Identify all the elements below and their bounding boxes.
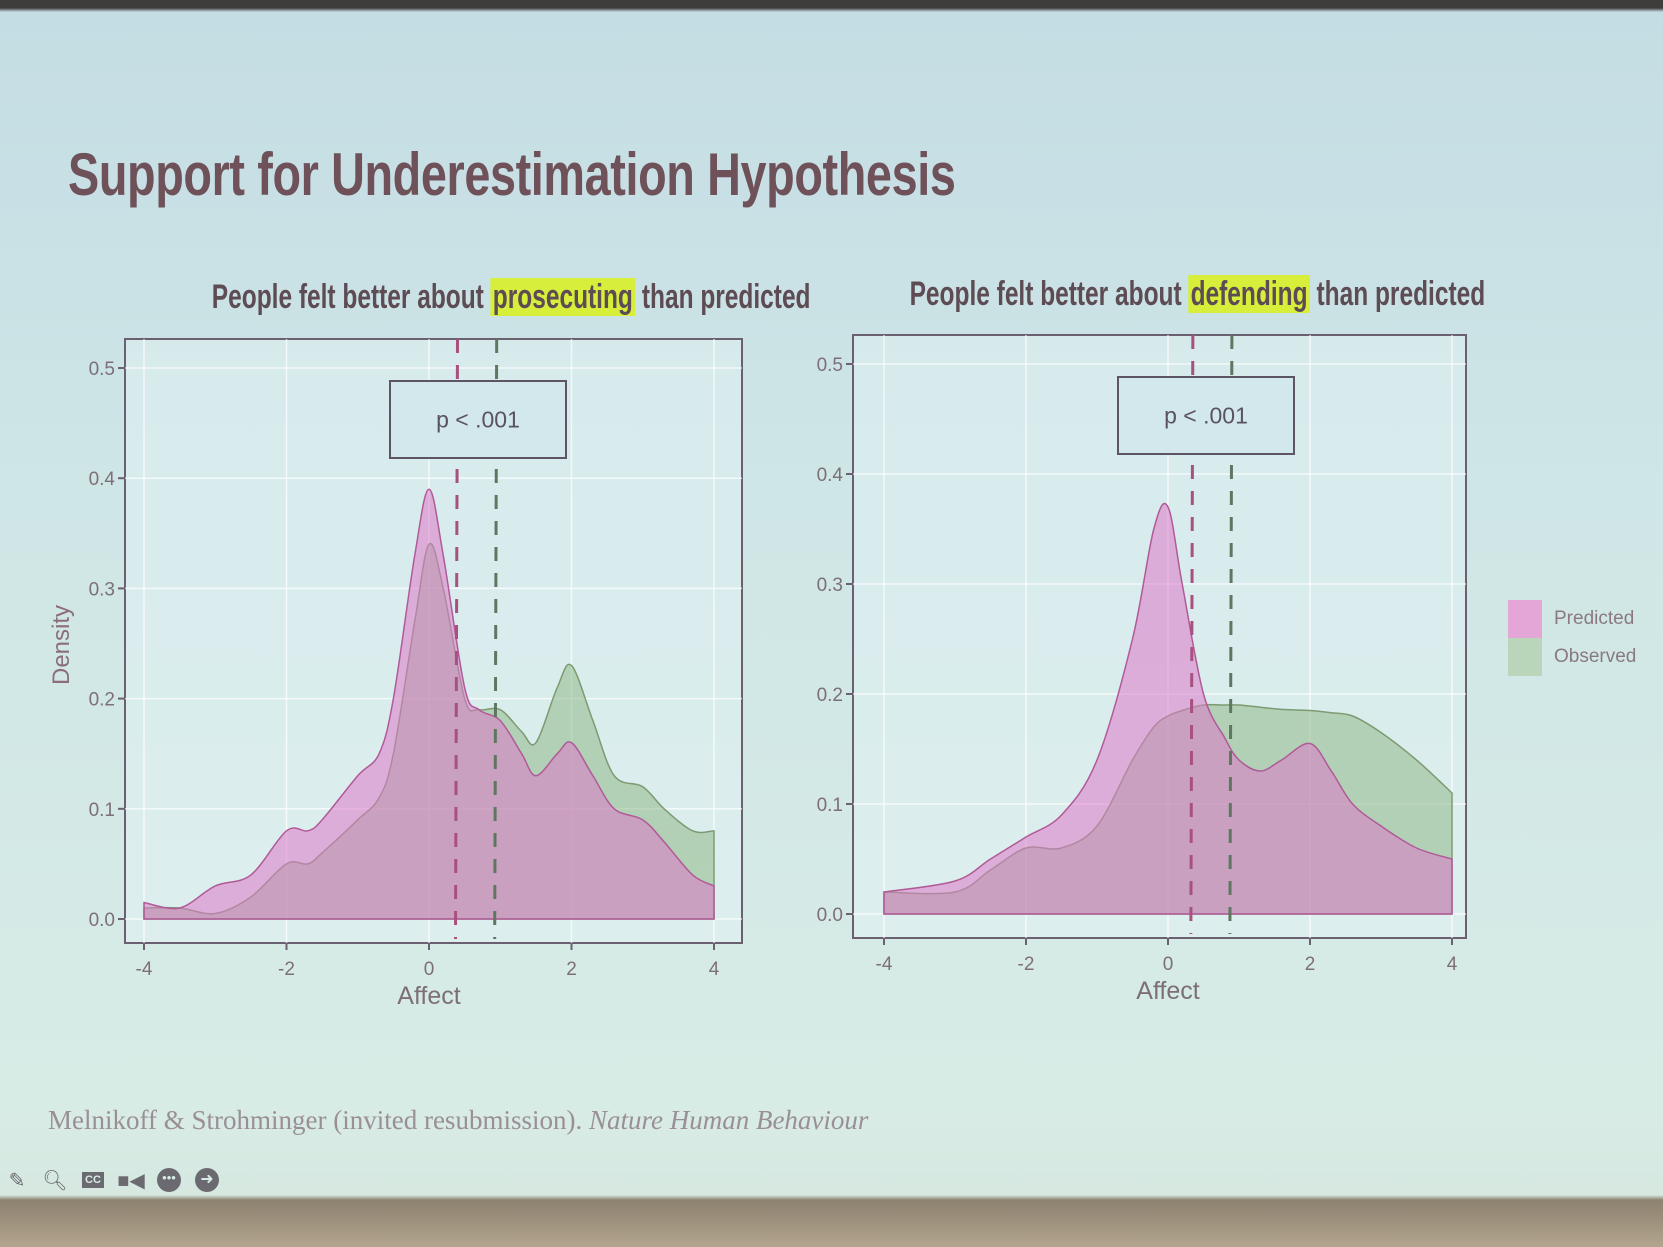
- legend-label: Observed: [1554, 646, 1637, 667]
- y-tick-label: 0.5: [817, 355, 843, 376]
- slide-title: Support for Underestimation Hypothesis: [68, 141, 956, 208]
- subtitle-highlight: defending: [1188, 275, 1310, 313]
- subtitle-text: People felt better about: [211, 278, 491, 316]
- x-tick-label: 4: [709, 959, 720, 980]
- right-chart-subtitle: People felt better about defending than …: [909, 275, 1485, 314]
- magnifier-icon[interactable]: 🔍︎: [42, 1169, 68, 1192]
- subtitle-text: People felt better about: [909, 275, 1189, 313]
- y-tick-label: 0.2: [89, 690, 115, 711]
- left-chart-subtitle: People felt better about prosecuting tha…: [211, 278, 811, 317]
- mean-line-observed: [1228, 334, 1234, 935]
- x-tick-label: 0: [1163, 954, 1174, 975]
- citation-journal: Nature Human Behaviour: [588, 1105, 869, 1135]
- x-tick-label: 2: [1305, 954, 1316, 975]
- y-tick-label: 0.3: [817, 575, 843, 596]
- legend-swatch-predicted: [1508, 600, 1542, 638]
- captions-icon[interactable]: CC: [80, 1167, 106, 1193]
- subtitle-text: than predicted: [1309, 275, 1486, 313]
- y-tick-label: 0.2: [817, 685, 843, 706]
- next-icon[interactable]: ➜: [194, 1167, 220, 1193]
- video-icon[interactable]: ■◀: [117, 1169, 145, 1192]
- p-value-label: p < .001: [1164, 403, 1248, 429]
- mean-line-predicted: [1189, 334, 1195, 935]
- mean-line-observed: [493, 338, 499, 940]
- x-tick-label: -4: [876, 954, 893, 975]
- mean-line-predicted: [454, 338, 459, 940]
- y-tick-label: 0.4: [817, 465, 844, 486]
- x-axis-label: Affect: [397, 982, 461, 1010]
- more-icon[interactable]: •••: [156, 1167, 182, 1193]
- x-tick-label: 4: [1447, 954, 1458, 975]
- presentation-toolbar: ✎ 🔍︎ CC ■◀ ••• ➜: [4, 1167, 220, 1193]
- y-tick-label: 0.3: [89, 579, 115, 600]
- p-value-box: [389, 380, 567, 459]
- y-axis-label: Density: [48, 605, 75, 685]
- y-tick-label: 0.0: [89, 910, 115, 931]
- legend-label: Predicted: [1554, 608, 1635, 629]
- citation: Melnikoff & Strohminger (invited resubmi…: [48, 1105, 868, 1136]
- chart-defending: p < .001 -4 -2 0 2 4 0.0 0.1 0.2 0.3 0.4 0.5 Affect: [817, 334, 1467, 1005]
- y-tick-label: 0.1: [89, 800, 115, 821]
- x-tick-label: 0: [424, 959, 435, 980]
- citation-authors: Melnikoff & Strohminger (invited resubmi…: [48, 1105, 583, 1135]
- x-tick-label: -2: [1018, 954, 1035, 975]
- subtitle-highlight: prosecuting: [490, 278, 636, 316]
- x-axis-label: Affect: [1136, 977, 1200, 1005]
- p-value-box: [1117, 376, 1295, 455]
- pen-icon[interactable]: ✎: [8, 1169, 26, 1192]
- y-tick-label: 0.5: [89, 359, 115, 380]
- y-tick-label: 0.1: [817, 795, 843, 816]
- p-value-label: p < .001: [436, 407, 520, 433]
- y-tick-label: 0.4: [89, 469, 116, 490]
- legend-swatch-observed: [1508, 638, 1542, 676]
- x-tick-label: -2: [278, 959, 295, 980]
- chart-prosecuting: p < .001 -4 -2 0 2 4 0.0 0.1 0.2 0.3 0.4 0.5 Affect D…: [48, 338, 743, 1010]
- density-area-predicted: [143, 488, 715, 920]
- legend-item-observed: Observed: [1508, 638, 1636, 676]
- legend-item-predicted: Predicted: [1508, 600, 1636, 638]
- x-tick-label: 2: [566, 959, 577, 980]
- density-area-predicted: [883, 502, 1453, 915]
- subtitle-text: than predicted: [635, 278, 811, 316]
- y-tick-label: 0.0: [817, 905, 843, 926]
- legend: Predicted Observed: [1508, 600, 1636, 676]
- x-tick-label: -4: [136, 959, 153, 980]
